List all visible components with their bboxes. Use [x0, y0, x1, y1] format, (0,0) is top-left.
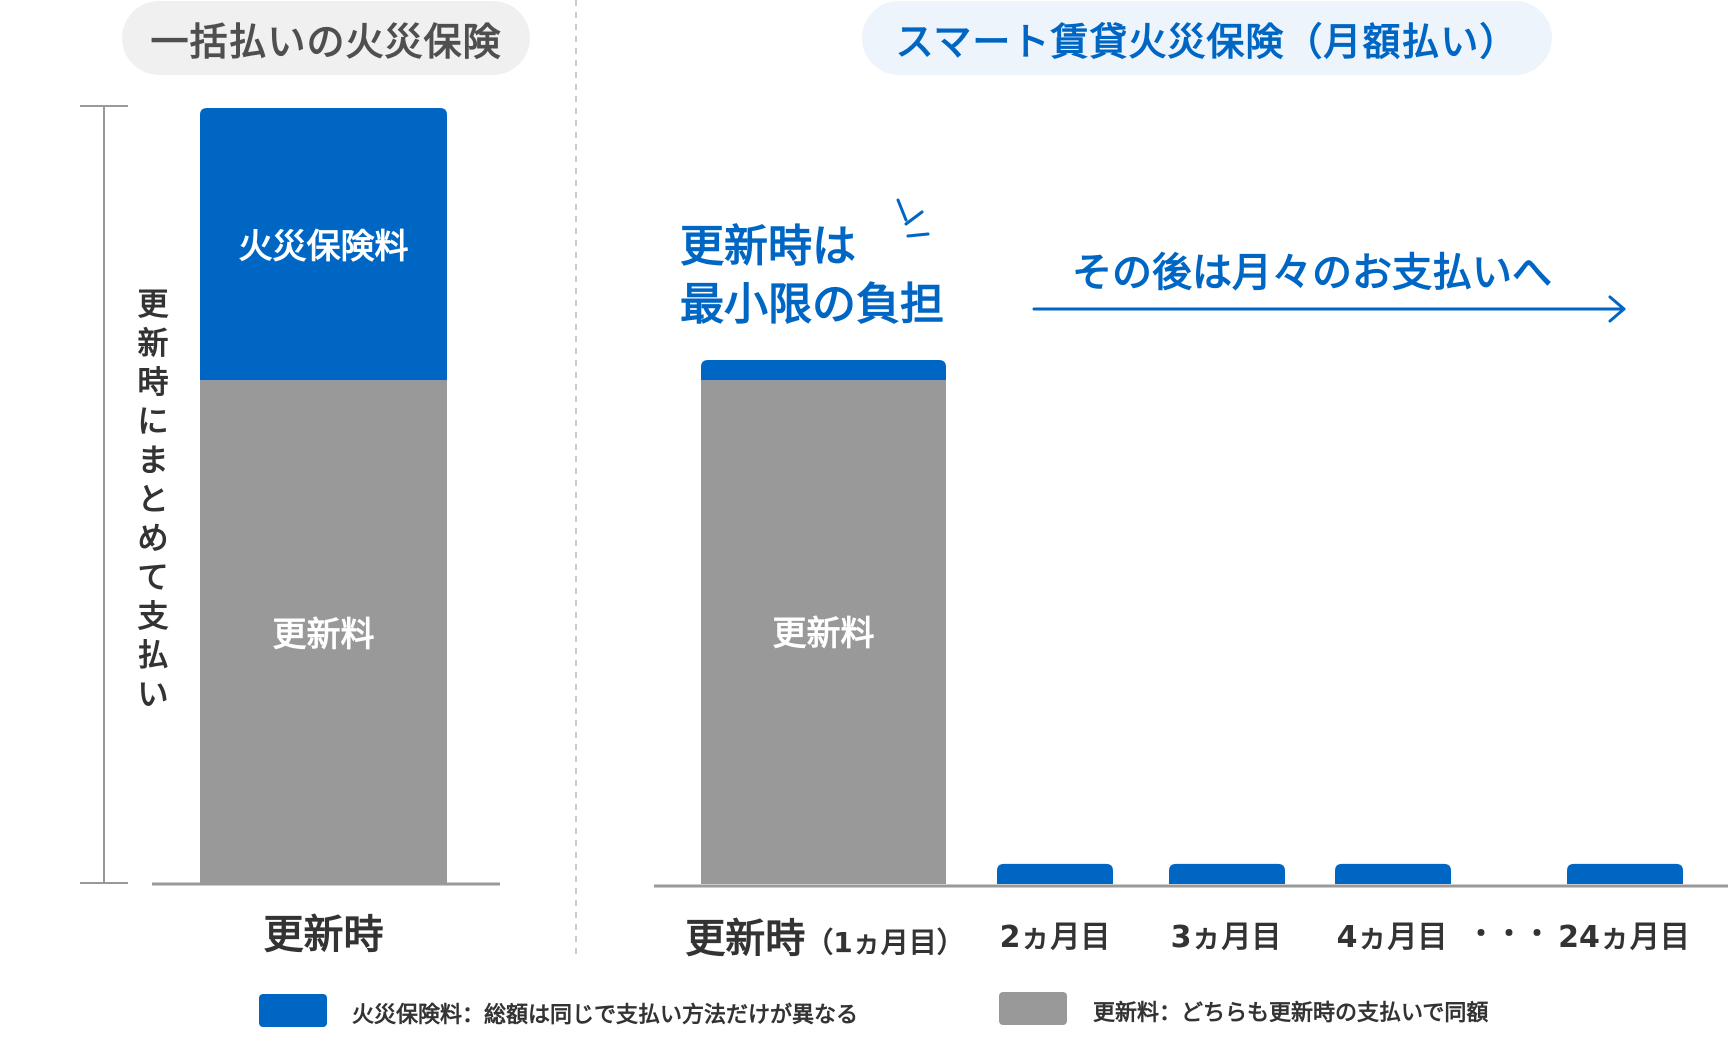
- callout-renewal-minimum: 更新時は 最小限の負担: [680, 218, 944, 334]
- arrow-text: その後は月々のお支払いへ: [1072, 250, 1552, 296]
- x-label-month24: 24ヵ月目: [1558, 920, 1690, 955]
- x-label-sub: （1ヵ月目）: [805, 926, 965, 959]
- x-label-renewal-month1: 更新時（1ヵ月目）: [680, 906, 970, 964]
- bracket-label-char: 支: [137, 599, 169, 635]
- bracket-label-char: て: [137, 560, 169, 596]
- bracket-label-char: 時: [137, 365, 169, 401]
- x-label-month4: 4ヵ月目: [1336, 920, 1448, 955]
- left-bars-fire-bar-0: [200, 108, 447, 381]
- x-label-month2: 2ヵ月目: [999, 920, 1111, 955]
- title-monthly: スマート賃貸火災保険（月額払い）: [862, 1, 1552, 75]
- legend-swatch-fire: [259, 994, 327, 1027]
- left-bars-renewal-bar-0: [200, 380, 447, 884]
- x-label-main: 更新時: [685, 916, 806, 962]
- right-bars-fire-bar-1: [997, 863, 1113, 884]
- right-bars-fire-bar-3: [1335, 863, 1451, 884]
- sparkle-icon: [896, 198, 930, 238]
- right-bar-renewal-label: 更新料: [772, 613, 875, 654]
- x-label-month3: 3ヵ月目: [1170, 920, 1282, 955]
- left-bar-fire-label: 火災保険料: [238, 226, 409, 267]
- bracket-label: 更新時にまとめて支払い: [128, 286, 178, 715]
- bracket-label-char: い: [137, 677, 169, 713]
- right-bars-fire-bar-0: [701, 359, 946, 381]
- bracket-label-char: と: [137, 482, 169, 518]
- bracket-label-char: め: [137, 521, 169, 557]
- left-bars: [200, 108, 447, 884]
- x-label-left: 更新時: [263, 912, 384, 958]
- arrow-right-icon: [1032, 295, 1626, 323]
- bracket-label-char: 更: [137, 287, 169, 323]
- legend-label-renewal: 更新料：どちらも更新時の支払いで同額: [1093, 1001, 1489, 1026]
- x-label-ellipsis: ・・・: [1466, 917, 1551, 950]
- left-bar-renewal-label: 更新料: [272, 614, 375, 655]
- title-lump-sum: 一括払いの火災保険: [122, 1, 530, 75]
- bracket-label-char: 新: [137, 326, 169, 362]
- right-bars: [701, 359, 1683, 884]
- bracket-label-char: 払: [137, 638, 169, 674]
- right-bars-fire-bar-4: [1567, 863, 1683, 884]
- bracket-label-char: に: [137, 404, 169, 440]
- legend-label-fire: 火災保険料：総額は同じで支払い方法だけが異なる: [352, 1003, 859, 1028]
- right-bars-renewal-bar-0: [701, 380, 946, 884]
- bracket-label-char: ま: [137, 443, 169, 479]
- callout-line2: 最小限の負担: [680, 279, 944, 330]
- callout-line1: 更新時は: [680, 221, 856, 272]
- right-bars-fire-bar-2: [1169, 863, 1285, 884]
- bracket: [80, 105, 128, 884]
- legend-swatch-renewal: [999, 992, 1067, 1025]
